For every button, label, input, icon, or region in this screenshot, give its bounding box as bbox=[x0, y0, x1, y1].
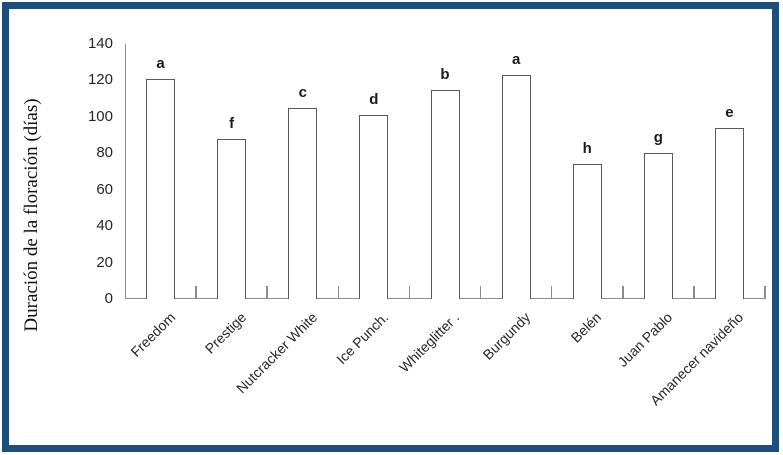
y-tick-label: 100 bbox=[87, 107, 113, 125]
category-label: Amanecer navideño bbox=[647, 309, 747, 409]
bar-letter-label: c bbox=[298, 83, 307, 101]
x-axis-tick bbox=[550, 286, 553, 299]
category-label: Juan Pablo bbox=[614, 309, 676, 370]
category-label: Ice Punch. bbox=[333, 309, 392, 368]
y-tick-label: 80 bbox=[96, 144, 113, 162]
bar bbox=[359, 115, 389, 299]
bar-letter-label: d bbox=[369, 91, 379, 109]
x-axis-tick bbox=[693, 286, 695, 299]
x-axis-tick bbox=[622, 286, 624, 299]
category-label: Prestige bbox=[201, 309, 249, 357]
x-axis-tick bbox=[764, 286, 766, 299]
bar-letter-label: a bbox=[511, 50, 521, 68]
x-axis-tick bbox=[266, 286, 268, 299]
x-axis-tick bbox=[408, 286, 411, 299]
y-axis-title: Duración de la floración (días) bbox=[21, 98, 42, 332]
y-tick-label: 20 bbox=[96, 253, 113, 271]
bar-letter-label: a bbox=[156, 54, 165, 72]
x-axis-tick bbox=[337, 286, 340, 299]
y-tick-label: 120 bbox=[87, 71, 113, 89]
category-label: Belén bbox=[567, 309, 605, 346]
bar-letter-label: f bbox=[229, 114, 235, 132]
x-axis-tick bbox=[195, 286, 197, 299]
bar-letter-label: g bbox=[653, 129, 663, 147]
category-label: Whiteglitter . bbox=[395, 309, 463, 376]
bar-letter-label: e bbox=[725, 103, 734, 121]
bar bbox=[572, 164, 602, 299]
y-tick-label: 0 bbox=[104, 290, 113, 307]
y-tick-label: 140 bbox=[87, 35, 113, 52]
bar bbox=[288, 107, 318, 299]
bar-letter-label: b bbox=[440, 65, 450, 83]
bar bbox=[643, 153, 673, 299]
category-label: Nutcracker White bbox=[232, 309, 321, 397]
y-tick-label: 40 bbox=[96, 217, 113, 235]
bar bbox=[217, 138, 247, 299]
bar bbox=[146, 78, 176, 299]
bar-letter-label: h bbox=[582, 140, 592, 158]
category-label: Freedom bbox=[126, 309, 178, 360]
x-axis-tick bbox=[479, 286, 482, 299]
y-tick-label: 60 bbox=[96, 180, 113, 198]
bar bbox=[430, 89, 460, 299]
bar bbox=[501, 74, 531, 299]
bar bbox=[714, 127, 744, 299]
category-label: Burgundy bbox=[479, 309, 534, 363]
